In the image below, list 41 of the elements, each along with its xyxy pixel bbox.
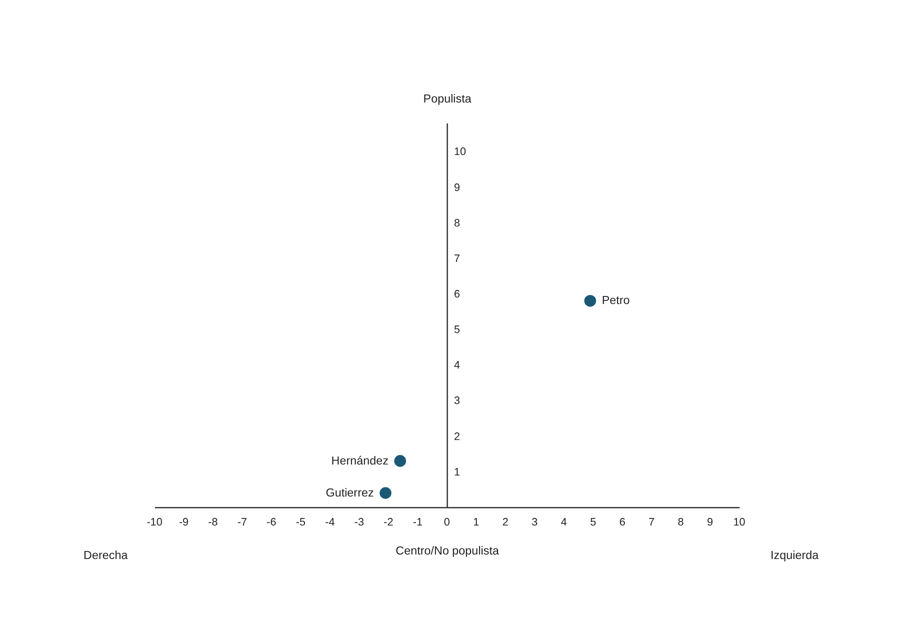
y-tick-label: 5 [454, 324, 460, 336]
y-tick-label: 2 [454, 430, 460, 443]
x-tick-label: -2 [384, 516, 394, 529]
x-tick-label: -10 [146, 516, 162, 529]
series-label: Gutierrez [326, 486, 374, 500]
x-tick-label: 8 [678, 516, 684, 529]
y-tick-label: 6 [454, 288, 460, 301]
x-tick-label: 4 [560, 516, 567, 529]
point [394, 455, 406, 467]
x-tick-label: 9 [707, 516, 714, 529]
x-tick-label: 10 [733, 516, 746, 529]
series-label: Petro [602, 294, 630, 308]
y-tick-label: 1 [454, 466, 460, 478]
x-tick-label: 5 [590, 516, 596, 529]
y-tick-label: 10 [454, 146, 466, 158]
x-tick-label: -1 [412, 516, 423, 529]
text: Derecha [84, 549, 128, 562]
x-tick-label: -7 [237, 516, 248, 529]
y-tick-label: 8 [454, 217, 460, 230]
x-tick-label: -3 [354, 516, 364, 529]
y-tick-label: 9 [454, 182, 460, 194]
y-tick-label: 7 [454, 252, 460, 265]
x-tick-label: -4 [325, 516, 335, 529]
x-tick-label: 1 [473, 516, 480, 529]
x-tick-label: 2 [502, 516, 508, 529]
y-tick-label: 3 [454, 395, 460, 408]
y-tick-label: 4 [454, 360, 460, 372]
x-tick-label: 0 [444, 516, 450, 529]
x-tick-label: -9 [178, 516, 189, 529]
x-tick-label: -5 [296, 516, 306, 529]
x-tick-label: 3 [532, 516, 538, 529]
point [584, 294, 596, 307]
point [380, 487, 392, 499]
x-tick-label: -8 [208, 516, 218, 529]
x-tick-label: 7 [648, 516, 655, 529]
series-label: Hernández [331, 454, 389, 468]
x-axis-title: Centro/No populista [396, 544, 500, 558]
y-axis-title: Populista [423, 92, 472, 106]
x-tick-label: -6 [266, 516, 276, 529]
text: Izquierda [770, 549, 820, 562]
x-tick-label: 6 [619, 516, 626, 529]
